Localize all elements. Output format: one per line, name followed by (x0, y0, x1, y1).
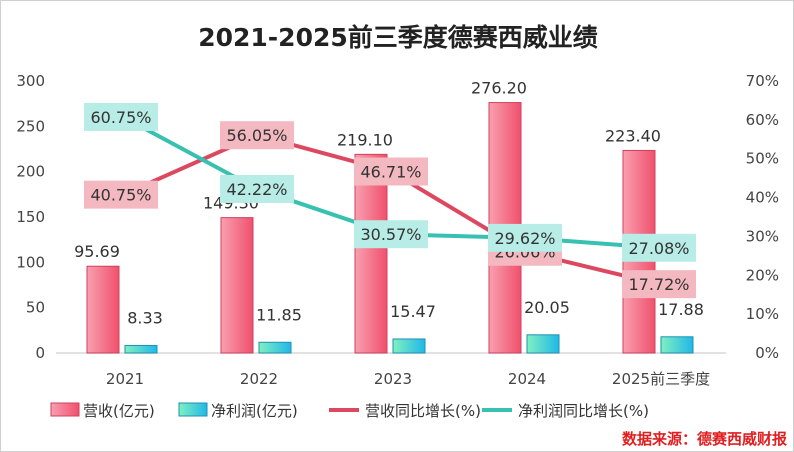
profit-bar (258, 341, 292, 354)
right-tick-label: 0% (755, 344, 779, 362)
revenue-value-label: 276.20 (471, 79, 527, 98)
right-tick-label: 30% (746, 227, 779, 245)
profit-growth-label: 60.75% (90, 108, 151, 127)
revenue-growth-label-box (354, 157, 428, 186)
profit-bar (526, 334, 560, 354)
revenue-growth-label-box (84, 180, 158, 209)
profit-growth-label: 29.62% (494, 229, 555, 248)
legend-label: 营收(亿元) (83, 402, 155, 420)
profit-bar (124, 344, 158, 354)
x-tick-label: 2024 (508, 370, 546, 388)
chart-title: 2021-2025前三季度德赛西威业绩 (198, 23, 598, 52)
revenue-bar (86, 265, 120, 354)
profit-growth-label-box (220, 174, 294, 203)
x-tick-label: 2023 (374, 370, 412, 388)
revenue-value-label: 223.40 (605, 126, 661, 145)
profit-growth-label-box (622, 233, 696, 262)
right-tick-label: 10% (746, 305, 779, 323)
profit-growth-label: 30.57% (360, 225, 421, 244)
revenue-growth-label: 40.75% (90, 186, 151, 205)
revenue-growth-label: 56.05% (226, 126, 287, 145)
left-tick-label: 50 (26, 299, 45, 317)
profit-value-label: 11.85 (256, 305, 302, 324)
x-tick-label: 2022 (240, 370, 278, 388)
left-tick-label: 200 (16, 163, 45, 181)
revenue-value-label: 95.69 (74, 242, 120, 261)
profit-bar (660, 336, 694, 354)
x-tick-label: 2025前三季度 (612, 370, 710, 388)
revenue-growth-label-box (622, 270, 696, 299)
profit-growth-label: 27.08% (628, 239, 689, 258)
profit-bar (392, 338, 426, 354)
left-tick-label: 300 (16, 72, 45, 90)
right-tick-label: 40% (746, 189, 779, 207)
source-note: 数据来源：德赛西威财报 (622, 430, 787, 448)
profit-value-label: 8.33 (127, 308, 163, 327)
left-tick-label: 150 (16, 208, 45, 226)
profit-growth-label-box (488, 223, 562, 252)
revenue-bar (220, 217, 254, 354)
right-tick-label: 60% (746, 111, 779, 129)
left-tick-label: 100 (16, 253, 45, 271)
legend-label: 营收同比增长(%) (365, 402, 481, 420)
profit-value-label: 20.05 (524, 298, 570, 317)
revenue-value-label: 219.10 (337, 130, 393, 149)
x-tick-label: 2021 (106, 370, 144, 388)
revenue-bar (354, 153, 388, 354)
profit-growth-label-box (354, 220, 428, 249)
legend-swatch (50, 402, 80, 417)
profit-growth-label: 42.22% (226, 180, 287, 199)
legend-label: 净利润(亿元) (211, 402, 298, 420)
right-tick-label: 20% (746, 266, 779, 284)
left-tick-label: 250 (16, 117, 45, 135)
revenue-growth-label-box (220, 121, 294, 150)
profit-growth-label-box (84, 102, 158, 131)
legend-swatch (178, 402, 208, 417)
profit-value-label: 15.47 (390, 302, 436, 321)
profit-value-label: 17.88 (658, 300, 704, 319)
legend-label: 净利润同比增长(%) (518, 402, 649, 420)
right-tick-label: 50% (746, 150, 779, 168)
revenue-growth-label: 17.72% (628, 275, 689, 294)
right-tick-label: 70% (746, 72, 779, 90)
left-tick-label: 0 (35, 344, 45, 362)
revenue-growth-label: 46.71% (360, 162, 421, 181)
